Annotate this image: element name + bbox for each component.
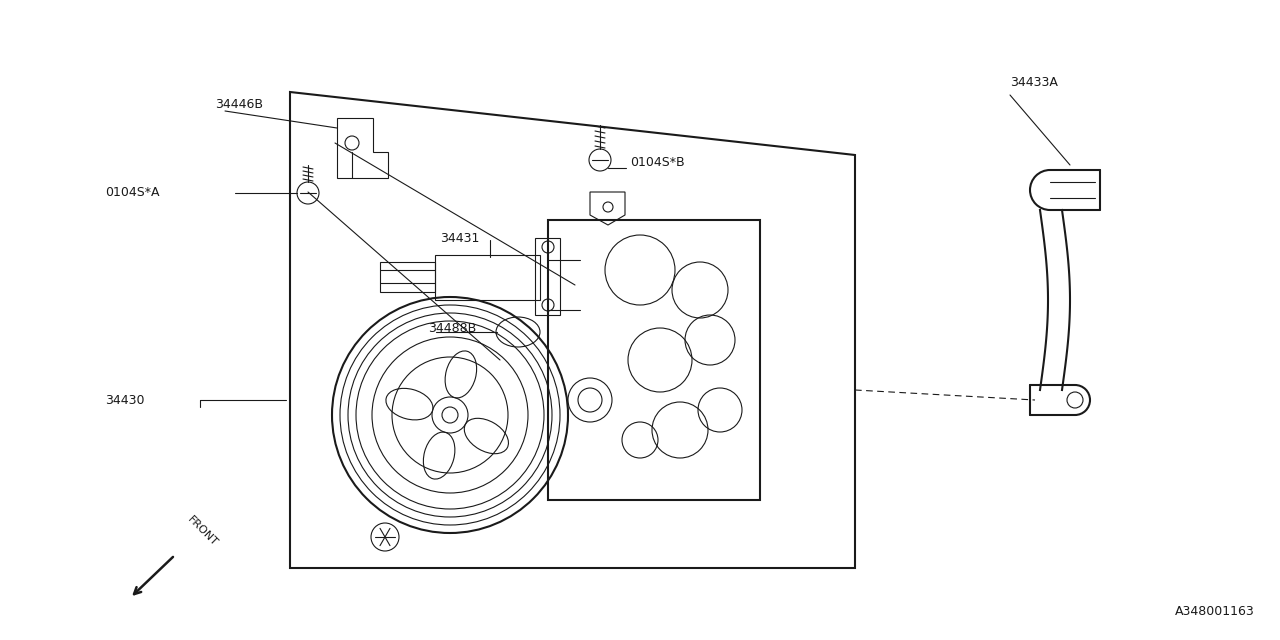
Text: 34446B: 34446B bbox=[215, 99, 262, 111]
Text: A348001163: A348001163 bbox=[1175, 605, 1254, 618]
Text: 34430: 34430 bbox=[105, 394, 145, 406]
Text: 34488B: 34488B bbox=[428, 321, 476, 335]
Text: FRONT: FRONT bbox=[186, 514, 219, 548]
Text: 0104S*B: 0104S*B bbox=[630, 156, 685, 168]
Text: 0104S*A: 0104S*A bbox=[105, 186, 160, 200]
Text: 34431: 34431 bbox=[440, 232, 480, 244]
Text: 34433A: 34433A bbox=[1010, 76, 1057, 88]
